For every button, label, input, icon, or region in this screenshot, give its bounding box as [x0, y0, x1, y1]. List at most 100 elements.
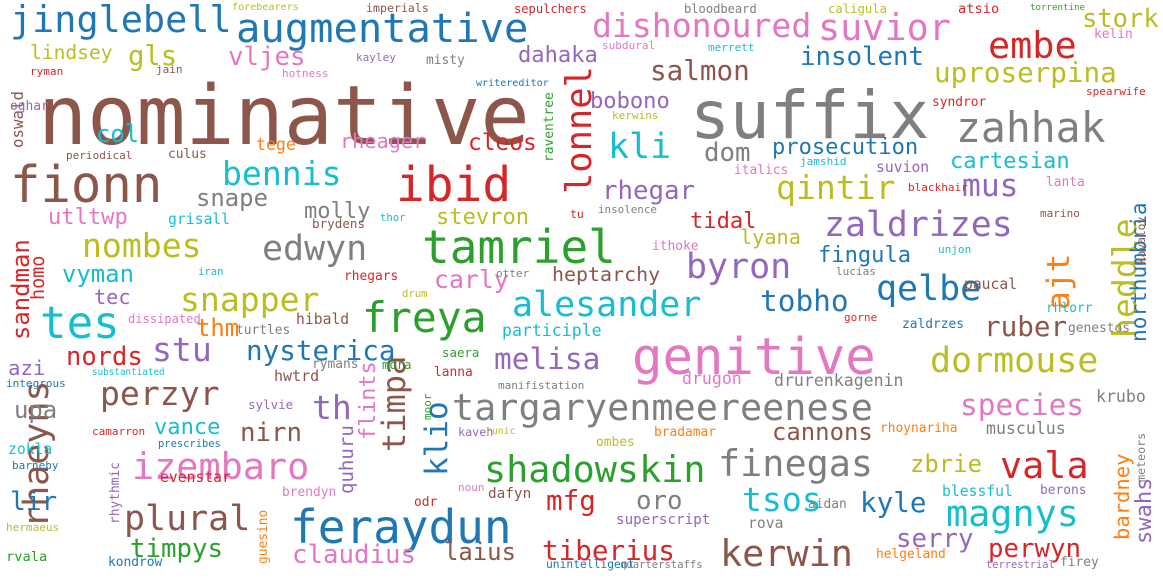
cloud-word-italics: italics	[734, 162, 789, 178]
cloud-word-vala: vala	[1000, 443, 1089, 487]
cloud-word-mfg: mfg	[546, 484, 596, 518]
cloud-word-cannons: cannons	[772, 418, 873, 447]
cloud-word-forebearers: forebearers	[232, 1, 299, 13]
cloud-word-thm: thm	[196, 314, 240, 343]
cloud-word-claudius: claudius	[292, 540, 417, 571]
cloud-word-utltwp: utltwp	[48, 204, 128, 230]
cloud-word-rhythmic: rhythmic	[108, 461, 123, 524]
cloud-word-sepulchers: sepulchers	[514, 1, 587, 16]
cloud-word-drugon: drugon	[682, 368, 742, 388]
cloud-word-gorne: gorne	[844, 311, 878, 325]
cloud-word-syndror: syndror	[932, 94, 987, 110]
cloud-word-hwtrd: hwtrd	[274, 367, 320, 386]
cloud-word-perzyr: perzyr	[100, 374, 220, 414]
cloud-word-dafyn: dafyn	[488, 485, 532, 502]
cloud-word-insolent: insolent	[800, 42, 925, 73]
cloud-word-genestos: genestos	[1068, 320, 1131, 336]
cloud-word-aidan: aidan	[808, 496, 847, 512]
cloud-word-bobono: bobono	[590, 88, 670, 114]
cloud-word-hotness: hotness	[282, 67, 329, 81]
cloud-word-molly: molly	[304, 198, 371, 224]
cloud-word-spearwife: spearwife	[1086, 85, 1146, 99]
cloud-word-heptarchy: heptarchy	[552, 262, 661, 287]
cloud-word-nombes: nombes	[82, 226, 202, 266]
cloud-word-rhegars: rhegars	[344, 268, 399, 284]
cloud-word-kerwins: kerwins	[612, 109, 659, 123]
cloud-word-rymans: rymans	[312, 356, 359, 372]
cloud-word-tidal: tidal	[690, 208, 757, 234]
cloud-word-perwyn: perwyn	[988, 534, 1082, 565]
cloud-word-flints: flints	[356, 361, 381, 440]
cloud-word-dom: dom	[704, 138, 751, 169]
cloud-word-azi: azi	[8, 355, 46, 380]
cloud-word-kerwin: kerwin	[720, 531, 853, 575]
cloud-word-mus: mus	[962, 168, 1019, 205]
cloud-word-cleos: cleos	[468, 129, 537, 156]
cloud-word-lanta: lanta	[1046, 174, 1085, 190]
cloud-word-qelbe: qelbe	[876, 268, 982, 309]
cloud-word-bennis: bennis	[222, 154, 342, 194]
cloud-word-ryman: ryman	[30, 65, 64, 79]
cloud-word-iran: iran	[198, 264, 224, 278]
cloud-word-evenstar: evenstar	[160, 468, 231, 486]
cloud-word-misty: misty	[426, 52, 465, 68]
cloud-word-suffix: suffix	[690, 76, 930, 154]
cloud-word-dormouse: dormouse	[930, 340, 1099, 381]
cloud-word-uproserpina: uproserpina	[934, 56, 1117, 90]
cloud-word-nirn: nirn	[240, 418, 303, 449]
cloud-word-lanna: lanna	[434, 364, 473, 380]
cloud-word-magnys: magnys	[946, 491, 1079, 535]
cloud-word-tege: tege	[256, 134, 296, 154]
cloud-word-snape: snape	[196, 184, 268, 213]
cloud-word-freya: freya	[362, 293, 487, 342]
cloud-word-zaldrizes: zaldrizes	[824, 204, 1013, 245]
cloud-word-lyana: lyana	[740, 224, 801, 249]
cloud-word-dishonoured: dishonoured	[592, 6, 812, 46]
cloud-word-rheager: rheager	[340, 128, 426, 153]
cloud-word-tiberius: tiberius	[542, 534, 675, 568]
cloud-word-camarron: camarron	[92, 425, 146, 439]
cloud-word-mora: mora	[382, 357, 412, 372]
cloud-word-rvala: rvala	[6, 549, 48, 566]
cloud-word-subdural: subdural	[602, 39, 656, 53]
cloud-word-vljes: vljes	[228, 42, 306, 73]
cloud-word-oghar: oghar	[10, 98, 49, 114]
cloud-word-tobho: tobho	[760, 284, 849, 319]
cloud-word-imperials: imperials	[366, 1, 429, 16]
cloud-word-bradamar: bradamar	[654, 424, 717, 440]
cloud-word-culus: culus	[168, 146, 207, 162]
cloud-word-col: col	[96, 120, 140, 149]
cloud-word-zaldrzes: zaldrzes	[902, 316, 965, 332]
cloud-word-saera: saera	[442, 344, 480, 360]
cloud-word-bloodbeard: bloodbeard	[684, 1, 757, 16]
cloud-word-kaveh: kaveh	[458, 425, 494, 440]
cloud-word-blackhair: blackhair	[908, 181, 968, 195]
cloud-word-unjon: unjon	[938, 243, 972, 257]
cloud-word-otter: otter	[496, 267, 530, 281]
cloud-word-melisa: melisa	[494, 342, 601, 377]
cloud-word-drum: drum	[402, 286, 428, 300]
cloud-word-stevron: stevron	[436, 204, 530, 230]
cloud-word-serry: serry	[896, 524, 974, 555]
cloud-word-kayley: kayley	[356, 51, 396, 65]
cloud-word-fionn: fionn	[10, 155, 163, 215]
cloud-word-timpys: timpys	[130, 534, 224, 565]
cloud-word-drurenkagenin: drurenkagenin	[774, 370, 904, 390]
cloud-word-kelin: kelin	[1094, 26, 1133, 42]
cloud-word-rhegar: rhegar	[602, 176, 696, 207]
cloud-word-tec: tec	[94, 284, 131, 309]
cloud-word-manifistation: manifistation	[498, 379, 585, 393]
cloud-word-sylvie: sylvie	[248, 396, 294, 412]
cloud-word-lindsey: lindsey	[30, 41, 113, 65]
cloud-word-superscript: superscript	[616, 511, 711, 528]
cloud-word-zokla: zokla	[8, 440, 53, 458]
cloud-word-upa: upa	[14, 396, 58, 425]
cloud-word-dissipated: dissipated	[128, 311, 201, 326]
cloud-word-homo: homo	[28, 255, 49, 300]
cloud-word-substantiated: substantiated	[92, 367, 165, 379]
cloud-word-tu: tu	[570, 207, 584, 222]
cloud-word-raventree: raventree	[542, 92, 557, 162]
cloud-word-writereditor: writereditor	[476, 77, 549, 89]
cloud-word-grisall: grisall	[168, 210, 231, 228]
